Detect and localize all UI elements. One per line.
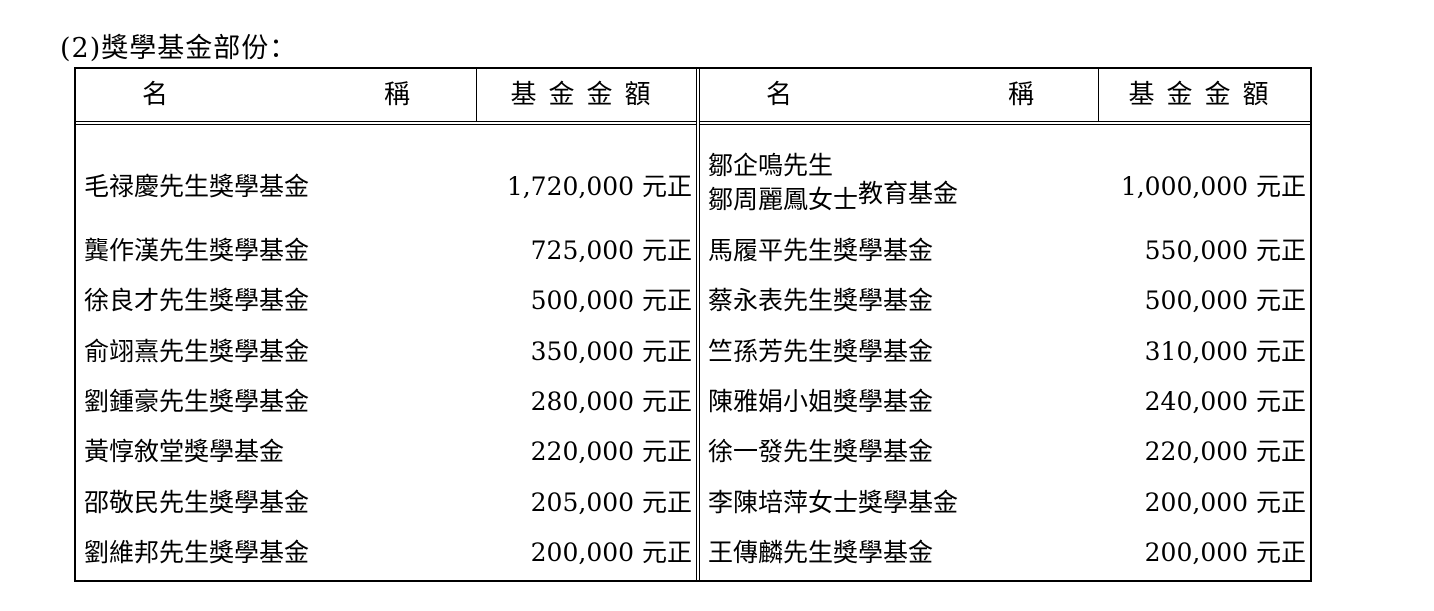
fund-amount: 725,000 元正 (530, 236, 692, 265)
fund-name: 邵敬民先生獎學基金 (84, 487, 310, 517)
fund-amount: 200,000 元正 (530, 537, 692, 567)
table-row: 鄒企鳴先生 鄒周麗鳳女士教育基金 1,000,000 元正 (700, 137, 1310, 237)
table-row: 龔作漢先生獎學基金 725,000 元正 (76, 226, 696, 276)
fund-name: 陳雅娟小姐獎學基金 (708, 386, 934, 416)
fund-name: 俞翊熹先生獎學基金 (84, 336, 310, 366)
table-header: 名 稱 基金金額 (76, 69, 696, 125)
table-row: 徐一發先生獎學基金 220,000 元正 (700, 427, 1310, 477)
header-name: 名 稱 (700, 69, 1099, 121)
fund-name: 劉維邦先生獎學基金 (84, 537, 310, 567)
table-row: 李陳培萍女士獎學基金 200,000 元正 (700, 478, 1310, 528)
fund-name: 李陳培萍女士獎學基金 (708, 487, 959, 517)
fund-amount: 200,000 元正 (1144, 487, 1306, 517)
fund-amount: 240,000 元正 (1144, 386, 1306, 416)
fund-name: 竺孫芳先生獎學基金 (708, 336, 934, 366)
header-name-right: 稱 (1008, 80, 1035, 110)
table-left-half: 名 稱 基金金額 毛禄慶先生獎學基金 1,720,000 元正龔作漢先生獎學基金 7… (76, 69, 697, 580)
fund-amount: 220,000 元正 (530, 437, 692, 467)
scholarship-fund-table: 名 稱 基金金額 毛禄慶先生獎學基金 1,720,000 元正龔作漢先生獎學基金 7… (74, 67, 1312, 582)
fund-name: 鄒企鳴先生 鄒周麗鳳女士教育基金 (708, 149, 958, 217)
fund-name: 毛禄慶先生獎學基金 (84, 172, 310, 201)
fund-name-suffix: 教育基金 (858, 179, 959, 208)
fund-name: 龔作漢先生獎學基金 (84, 236, 310, 265)
fund-name: 劉鍾豪先生獎學基金 (84, 386, 310, 416)
table-row: 黃惇敘堂獎學基金 220,000 元正 (76, 427, 696, 477)
fund-amount: 550,000 元正 (1144, 236, 1306, 265)
table-row: 蔡永表先生獎學基金 500,000 元正 (700, 276, 1310, 326)
fund-name: 黃惇敘堂獎學基金 (84, 437, 285, 467)
fund-amount: 500,000 元正 (530, 286, 692, 316)
header-name-right: 稱 (384, 80, 411, 110)
section-title: (2)獎學基金部份： (60, 33, 298, 64)
header-amount: 基金金額 (1128, 80, 1281, 110)
fund-amount: 200,000 元正 (1144, 537, 1306, 567)
table-row: 陳雅娟小姐獎學基金 240,000 元正 (700, 377, 1310, 427)
fund-name: 馬履平先生獎學基金 (708, 236, 934, 265)
fund-name: 蔡永表先生獎學基金 (708, 286, 934, 316)
fund-amount: 500,000 元正 (1144, 286, 1306, 316)
table-row: 王傳麟先生獎學基金 200,000 元正 (700, 528, 1310, 578)
fund-amount: 1,000,000 元正 (1120, 172, 1306, 201)
table-header: 名 稱 基金金額 (700, 69, 1310, 125)
fund-amount: 1,720,000 元正 (506, 172, 692, 201)
fund-name: 王傳麟先生獎學基金 (708, 537, 934, 567)
fund-amount: 280,000 元正 (530, 386, 692, 416)
header-amount: 基金金額 (510, 80, 663, 110)
fund-amount: 350,000 元正 (530, 336, 692, 366)
table-row: 馬履平先生獎學基金 550,000 元正 (700, 226, 1310, 276)
table-row: 毛禄慶先生獎學基金 1,720,000 元正 (76, 137, 696, 237)
table-row: 俞翊熹先生獎學基金 350,000 元正 (76, 327, 696, 377)
table-row: 竺孫芳先生獎學基金 310,000 元正 (700, 327, 1310, 377)
fund-name: 徐良才先生獎學基金 (84, 286, 310, 316)
table-right-half: 名 稱 基金金額 鄒企鳴先生 鄒周麗鳳女士教育基金 1,000,000 元正 馬… (699, 69, 1310, 580)
table-row: 劉鍾豪先生獎學基金 280,000 元正 (76, 377, 696, 427)
header-name-left: 名 (142, 80, 169, 110)
fund-amount: 310,000 元正 (1144, 336, 1306, 366)
table-row: 劉維邦先生獎學基金 200,000 元正 (76, 528, 696, 578)
fund-name-line1: 鄒企鳴先生 (708, 151, 834, 180)
table-row: 徐良才先生獎學基金 500,000 元正 (76, 276, 696, 326)
fund-name: 徐一發先生獎學基金 (708, 437, 934, 467)
fund-name-line2: 鄒周麗鳳女士 (708, 185, 859, 214)
fund-amount: 205,000 元正 (530, 487, 692, 517)
header-name-left: 名 (766, 80, 793, 110)
fund-amount: 220,000 元正 (1144, 437, 1306, 467)
table-row: 邵敬民先生獎學基金 205,000 元正 (76, 478, 696, 528)
header-name: 名 稱 (76, 69, 477, 121)
